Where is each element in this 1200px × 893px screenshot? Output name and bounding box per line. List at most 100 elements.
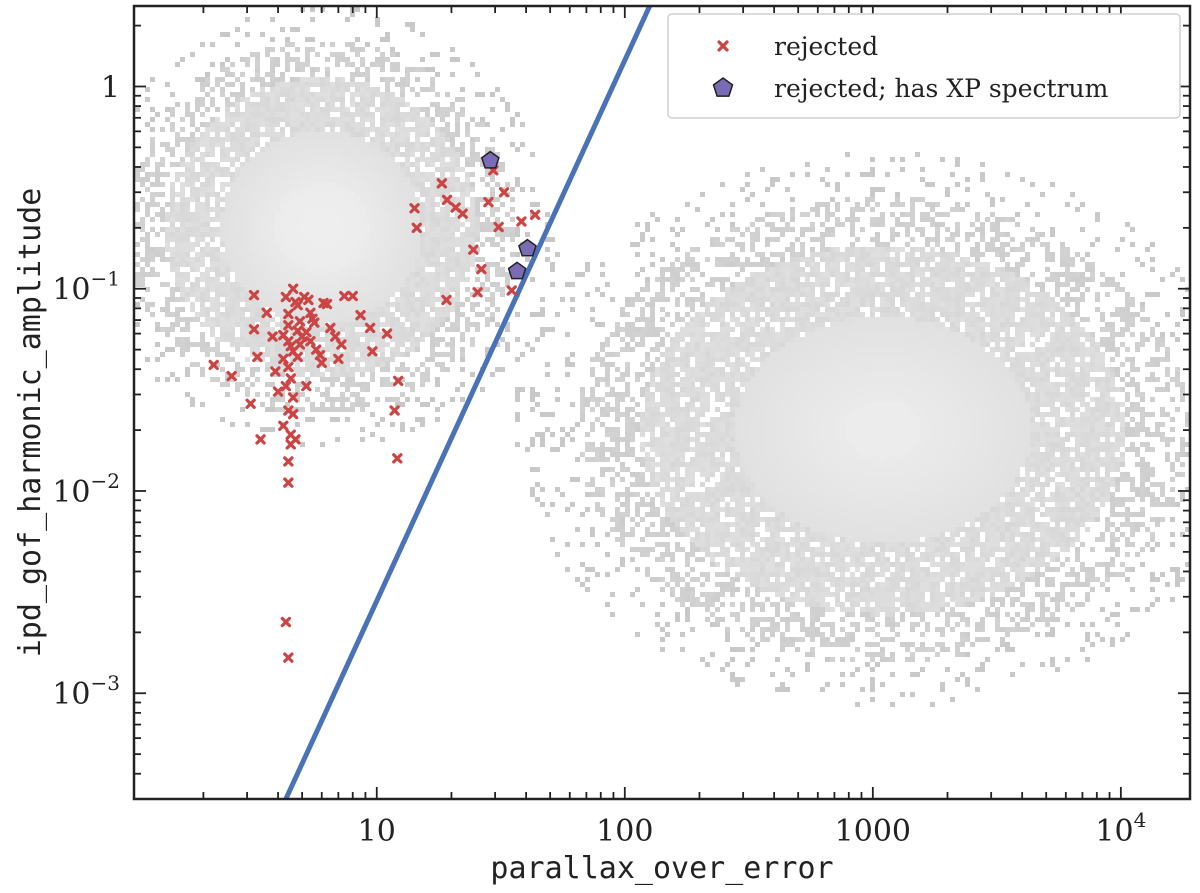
xp-spectrum-point — [518, 238, 537, 257]
density-bins — [170, 77, 1125, 612]
x-marker-stroke — [392, 453, 403, 464]
legend-label-rejected: rejected — [774, 32, 878, 61]
x-marker-stroke — [280, 291, 292, 303]
rejected-point — [283, 361, 294, 373]
y-tick-exponent: −2 — [91, 469, 120, 493]
rejected-point — [392, 375, 404, 387]
x-marker-stroke — [287, 283, 299, 294]
rejected-point — [283, 652, 294, 663]
x-marker-stroke — [314, 349, 326, 361]
legend-x-marker — [717, 40, 729, 52]
rejected-point — [325, 322, 336, 334]
rejected-point — [283, 320, 294, 331]
rejected-point — [316, 357, 327, 369]
axis-ticks — [134, 6, 1190, 800]
y-tick-base: 1 — [101, 70, 120, 105]
x-marker-stroke — [516, 216, 527, 227]
rejected-point — [294, 339, 306, 350]
x-marker-stroke — [336, 339, 347, 350]
x-marker-stroke — [283, 308, 294, 320]
x-marker-stroke — [389, 405, 400, 416]
rejected-point — [285, 373, 296, 384]
rejected-point — [245, 398, 256, 409]
x-marker-stroke — [294, 339, 306, 350]
x-marker-stroke — [280, 380, 292, 392]
rejected-point — [248, 324, 260, 335]
y-tick-label: 1 — [101, 70, 120, 105]
x-marker-stroke — [301, 326, 312, 338]
x-marker-stroke — [305, 336, 316, 347]
x-marker-stroke — [347, 290, 358, 302]
x-marker-stroke — [267, 331, 278, 342]
rejected-point — [441, 194, 453, 206]
rejected-point — [483, 196, 494, 208]
rejected-point — [355, 309, 366, 321]
y-tick-label: 10−3 — [52, 671, 120, 712]
x-marker-stroke — [441, 194, 453, 206]
rejected-point — [226, 370, 237, 382]
rejected-point — [292, 299, 303, 311]
x-marker-stroke — [283, 320, 294, 331]
x-marker-stroke — [292, 325, 303, 336]
x-marker-stroke — [280, 616, 292, 628]
rejected-point — [283, 308, 294, 320]
rejected-point — [287, 408, 299, 420]
legend: rejected rejected; has XP spectrum — [667, 13, 1181, 119]
rejected-point — [506, 285, 517, 296]
x-marker-stroke — [498, 187, 510, 198]
x-marker-stroke — [278, 353, 289, 365]
x-marker-stroke — [301, 380, 312, 392]
x-marker-stroke — [330, 331, 341, 342]
x-marker-stroke — [409, 203, 420, 214]
rejected-point — [330, 331, 341, 342]
x-marker-stroke — [321, 298, 333, 310]
rejected-point — [339, 290, 350, 302]
rejected-point — [278, 353, 289, 365]
x-marker-stroke — [226, 370, 237, 382]
x-marker-stroke — [285, 439, 296, 450]
rejected-point — [392, 453, 403, 464]
rejected-markers-layer — [208, 165, 541, 663]
x-marker-stroke — [252, 351, 263, 363]
x-marker-stroke — [333, 353, 344, 365]
rejected-point — [248, 289, 260, 301]
x-marker-stroke — [283, 336, 294, 347]
rejected-point — [309, 317, 320, 328]
x-marker-stroke — [457, 208, 468, 219]
rejected-point — [278, 420, 289, 432]
rejected-point — [267, 331, 278, 342]
x-marker-stroke — [468, 244, 479, 255]
x-tick-label: 100 — [596, 814, 653, 849]
x-marker-stroke — [493, 221, 504, 233]
rejected-point — [272, 386, 284, 397]
density-bins — [280, 192, 360, 267]
x-marker-stroke — [283, 361, 294, 373]
rejected-point — [441, 294, 452, 306]
legend-label-xp-spectrum: rejected; has XP spectrum — [774, 74, 1109, 103]
y-tick-base: 10 — [52, 273, 90, 308]
density-bins — [135, 7, 1190, 707]
x-marker-stroke — [285, 373, 296, 384]
rejected-point — [314, 349, 326, 361]
x-marker-stroke — [325, 322, 336, 334]
x-marker-stroke — [476, 263, 487, 275]
boundary-line-layer — [283, 4, 652, 801]
x-marker-stroke — [381, 328, 393, 339]
x-marker-stroke — [355, 309, 366, 321]
rejected-point — [498, 187, 510, 198]
rejected-point — [364, 322, 376, 334]
rejected-point — [283, 477, 294, 488]
rejected-point — [283, 456, 294, 467]
x-marker-stroke — [292, 299, 303, 311]
x-marker-stroke — [303, 294, 314, 306]
rejected-point — [285, 439, 296, 450]
rejected-point — [280, 616, 292, 628]
rejected-point — [270, 366, 281, 377]
rejected-point — [472, 287, 483, 298]
x-marker-stroke — [255, 434, 266, 445]
rejected-point — [436, 178, 448, 189]
rejected-point — [252, 351, 263, 363]
x-marker-stroke — [529, 209, 541, 221]
legend-marker-xp-spectrum — [712, 77, 734, 97]
